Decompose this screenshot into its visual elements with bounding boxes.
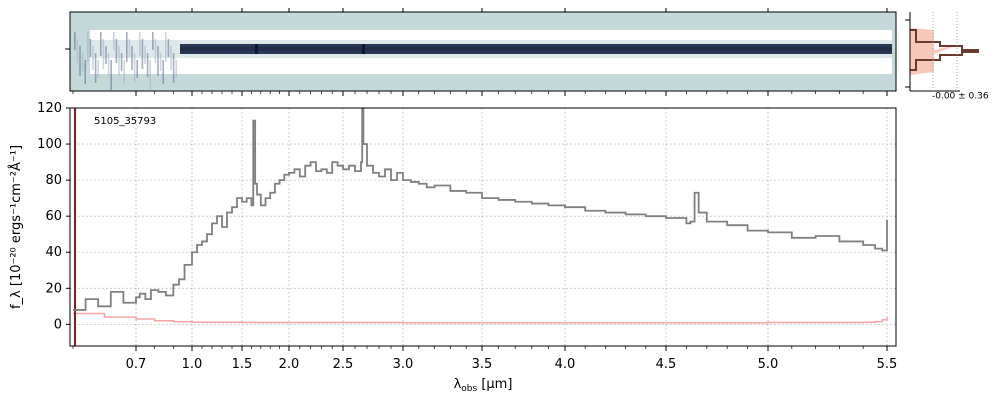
- twod-noise-streak: [94, 53, 97, 83]
- twod-trace-knot: [255, 44, 258, 54]
- twod-trace-knot: [362, 44, 365, 54]
- twod-noise: [74, 32, 365, 90]
- twod-noise-streak: [141, 39, 144, 69]
- twod-noise-streak: [175, 60, 177, 78]
- twod-noise-streak: [115, 39, 118, 63]
- twod-noise-streak: [170, 46, 172, 70]
- x-tick-label: 5.0: [758, 357, 779, 372]
- profile-line: [910, 29, 979, 71]
- twod-noise-streak: [89, 39, 92, 57]
- twod-noise-streak: [152, 32, 154, 50]
- twod-noise-streak: [123, 60, 125, 84]
- twod-noise-streak: [144, 46, 146, 64]
- x-tick-label: 3.5: [472, 357, 493, 372]
- twod-noise-streak: [136, 60, 138, 78]
- twod-noise-streak: [100, 32, 102, 56]
- error-series-line: [73, 312, 888, 324]
- plot-frame: [69, 107, 897, 347]
- twod-spectrum-panel: [65, 8, 897, 96]
- twod-trace-core: [180, 47, 892, 51]
- profile-annotation: -0.00 ± 0.36: [932, 92, 989, 102]
- twod-noise-streak: [133, 53, 136, 83]
- twod-noise-streak: [84, 60, 86, 84]
- twod-noise-streak: [81, 53, 84, 71]
- twod-noise-streak: [162, 60, 164, 84]
- twod-noise-streak: [172, 53, 175, 83]
- x-axis-label: λobs [μm]: [454, 377, 513, 394]
- x-axis-label-main: λ: [454, 377, 462, 392]
- twod-noise-streak: [97, 60, 99, 78]
- y-tick-label: 120: [37, 101, 62, 116]
- twod-noise-streak: [139, 32, 141, 56]
- spectrum-series-line: [73, 108, 888, 311]
- twod-noise-streak: [157, 46, 159, 76]
- profile-panel: -0.00 ± 0.36: [905, 12, 989, 102]
- x-tick-label: 4.0: [555, 357, 576, 372]
- twod-frame: [69, 11, 897, 92]
- x-axis-ticks: 0.7 1.0 1.5 2.0 2.5 3.0 3.5 4.0 4.5 5.0 5.5: [72, 346, 898, 372]
- twod-noise-streak: [87, 32, 89, 62]
- y-tick-label: 40: [45, 245, 62, 260]
- twod-noise-streak: [110, 60, 112, 90]
- twod-noise-streak: [74, 32, 76, 50]
- y-tick-label: 60: [45, 209, 62, 224]
- twod-noise-streak: [159, 53, 162, 71]
- twod-noise-streak: [120, 53, 123, 71]
- twod-noise-streak: [128, 39, 131, 57]
- profile-fill: [910, 28, 960, 75]
- spectrum-panel: 0 20 40 60 80 100 120 0.7 1.0 1.5 2.0 2.5 3.0 3.5 4.0…: [8, 101, 898, 394]
- plot-background: [70, 108, 896, 346]
- twod-noise-streak: [126, 32, 128, 62]
- x-tick-label: 0.7: [126, 357, 147, 372]
- twod-noise-streak: [149, 60, 151, 90]
- twod-noise-streak: [107, 53, 110, 77]
- twod-noise-streak: [79, 46, 81, 76]
- y-axis-ticks: 0 20 40 60 80 100 120: [37, 101, 70, 332]
- twod-noise-streak: [165, 32, 167, 62]
- x-tick-label: 1.5: [232, 357, 253, 372]
- object-id-label: 5105_35793: [94, 116, 156, 127]
- twod-noise-streak: [131, 46, 133, 70]
- twod-noise-streak: [102, 39, 105, 69]
- x-tick-label: 1.0: [182, 357, 203, 372]
- twod-noise-streak: [167, 39, 170, 57]
- twod-ticks: [65, 8, 888, 96]
- x-tick-label: 2.5: [333, 357, 354, 372]
- twod-noise-streak: [105, 46, 107, 64]
- x-tick-label: 2.0: [279, 357, 300, 372]
- x-tick-label: 3.0: [393, 357, 414, 372]
- y-tick-label: 20: [45, 281, 62, 296]
- twod-noise-streak: [154, 39, 157, 63]
- twod-noise-streak: [76, 39, 79, 63]
- x-tick-label: 5.5: [877, 357, 898, 372]
- twod-noise-streak: [118, 46, 120, 76]
- twod-noise-streak: [113, 32, 115, 50]
- x-tick-label: 4.5: [656, 357, 677, 372]
- twod-noise-streak: [92, 46, 94, 70]
- y-tick-label: 0: [54, 317, 62, 332]
- twod-noise-streak: [146, 53, 149, 77]
- x-axis-label-subscript: obs: [461, 384, 477, 394]
- y-axis-label: f_λ [10⁻²⁰ ergs⁻¹cm⁻²Å⁻¹]: [8, 145, 24, 309]
- y-tick-label: 80: [45, 173, 62, 188]
- y-tick-label: 100: [37, 137, 62, 152]
- x-axis-label-unit: [μm]: [477, 377, 512, 392]
